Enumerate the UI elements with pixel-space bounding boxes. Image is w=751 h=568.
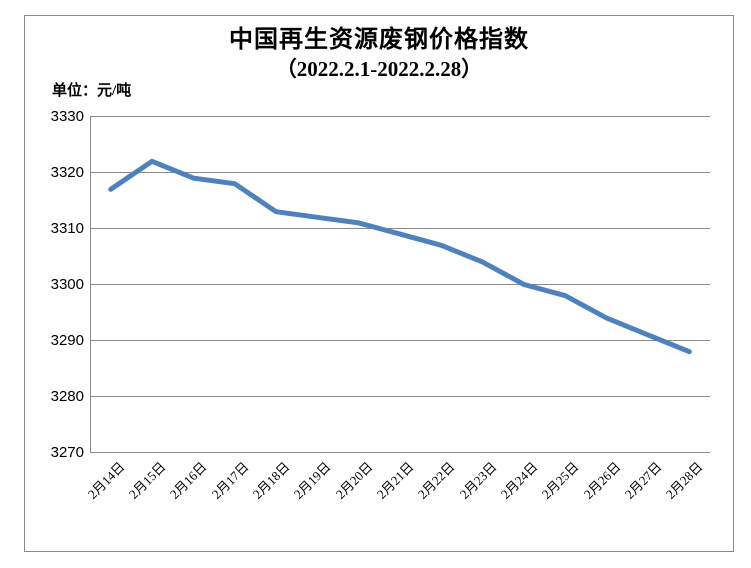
- y-tick-label-3330: 3330: [50, 107, 84, 125]
- chart-subtitle: （2022.2.1-2022.2.28）: [275, 57, 483, 81]
- y-tick-label-3310: 3310: [50, 219, 84, 237]
- y-tick-label-3290: 3290: [50, 331, 84, 349]
- y-tick-label-3300: 3300: [50, 275, 84, 293]
- price-index-line: [108, 158, 692, 355]
- price-index-chart: [90, 116, 710, 453]
- chart-title: 中国再生资源废钢价格指数: [229, 27, 529, 53]
- unit-label: 单位：元/吨: [52, 83, 132, 99]
- plot-area: [90, 116, 710, 454]
- y-tick-label-3320: 3320: [50, 163, 84, 181]
- y-tick-label-3280: 3280: [50, 387, 84, 405]
- chart-frame: [24, 15, 734, 552]
- y-tick-label-3270: 3270: [50, 443, 84, 461]
